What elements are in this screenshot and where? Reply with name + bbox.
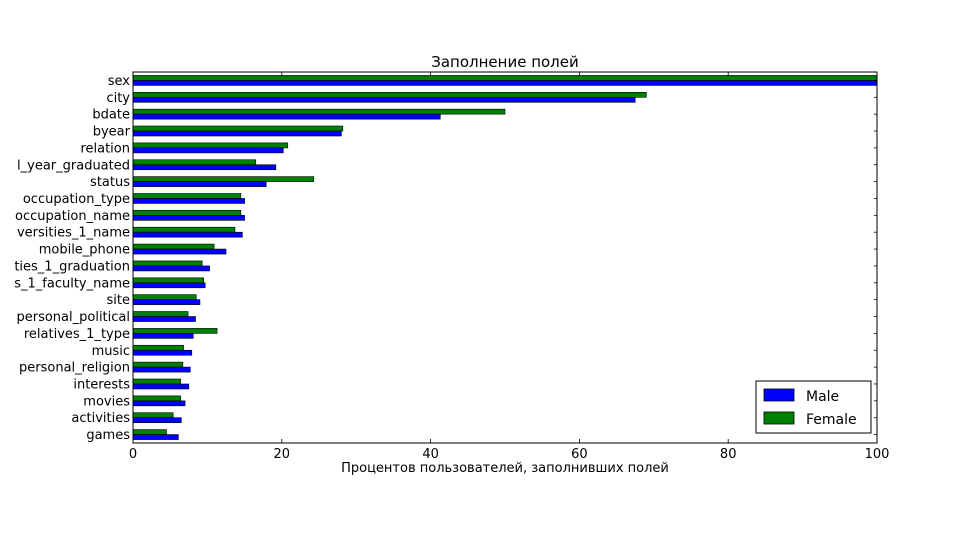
legend-label-female: Female <box>806 412 857 428</box>
bar-male-music <box>132 349 193 356</box>
category-label: mobile_phone <box>39 243 130 258</box>
bar-male-versities_1_name <box>132 231 243 238</box>
category-label: l_year_graduated <box>17 158 130 173</box>
bar-male-games <box>132 434 179 440</box>
bar-female-s_1_faculty_name <box>132 277 204 284</box>
bar-female-movies <box>132 395 181 402</box>
category-label: city <box>106 91 130 106</box>
bar-male-ties_1_graduation <box>132 265 210 272</box>
category-label: versities_1_name <box>17 226 130 241</box>
category-label: relatives_1_type <box>24 327 130 342</box>
bar-male-movies <box>132 400 186 407</box>
category-label: occupation_name <box>15 209 130 224</box>
category-label: games <box>86 428 130 443</box>
bar-female-music <box>132 344 184 351</box>
legend-swatch-female <box>763 411 795 425</box>
bar-female-games <box>132 429 167 435</box>
bar-female-personal_religion <box>132 361 184 368</box>
bar-female-personal_political <box>132 311 189 317</box>
category-label: relation <box>80 141 130 156</box>
x-tick-label: 100 <box>865 447 890 462</box>
category-label: bdate <box>92 108 130 123</box>
bar-male-sex <box>132 80 878 86</box>
bar-male-s_1_faculty_name <box>132 282 206 289</box>
bar-female-occupation_name <box>132 210 242 216</box>
category-label: status <box>90 175 130 190</box>
bar-female-l_year_graduated <box>132 159 257 166</box>
bar-female-city <box>132 92 647 98</box>
category-label: sex <box>108 74 131 89</box>
bar-male-personal_religion <box>132 366 191 373</box>
bar-female-occupation_type <box>132 193 242 199</box>
category-label: s_1_faculty_name <box>14 276 130 291</box>
category-label: occupation_type <box>23 192 130 207</box>
bar-male-occupation_name <box>132 215 245 221</box>
category-label: movies <box>83 394 130 409</box>
category-label: byear <box>93 125 131 140</box>
bar-female-versities_1_name <box>132 226 236 233</box>
category-label: site <box>107 293 130 308</box>
bar-male-status <box>132 181 267 187</box>
bar-female-mobile_phone <box>132 243 215 250</box>
x-tick-label: 40 <box>422 447 439 462</box>
bar-male-city <box>132 97 636 103</box>
bar-female-status <box>132 176 315 182</box>
bar-female-relation <box>132 142 289 149</box>
bar-female-activities <box>132 412 174 419</box>
bar-male-relatives_1_type <box>132 333 194 339</box>
legend-label-male: Male <box>806 389 839 405</box>
bar-male-site <box>132 299 201 305</box>
x-tick-label: 20 <box>274 447 291 462</box>
bar-male-l_year_graduated <box>132 164 277 171</box>
bar-female-site <box>132 294 197 300</box>
legend: Male Female <box>755 380 872 434</box>
category-label: personal_political <box>16 310 130 325</box>
bar-female-interests <box>132 378 181 385</box>
bar-male-activities <box>132 417 182 424</box>
category-label: interests <box>73 377 130 392</box>
bar-male-personal_political <box>132 316 196 322</box>
bar-female-sex <box>132 75 878 81</box>
x-axis-ticks: 0 20 40 60 80 100 <box>129 72 890 462</box>
x-axis-label: Процентов пользователей, заполнивших пол… <box>341 461 669 476</box>
plot-frame <box>132 71 878 444</box>
bar-female-bdate <box>132 108 506 115</box>
legend-swatch-male <box>763 388 795 402</box>
bar-male-occupation_type <box>132 198 245 204</box>
bar-male-byear <box>132 130 342 137</box>
x-tick-label: 80 <box>720 447 737 462</box>
bar-female-byear <box>132 125 344 132</box>
bar-male-relation <box>132 147 284 154</box>
x-tick-label: 0 <box>129 447 137 462</box>
bar-male-mobile_phone <box>132 248 227 255</box>
category-label: ties_1_graduation <box>14 259 130 274</box>
bar-female-ties_1_graduation <box>132 260 203 267</box>
bar-male-bdate <box>132 113 441 120</box>
category-label: music <box>92 344 130 359</box>
x-tick-label: 60 <box>571 447 588 462</box>
bar-female-relatives_1_type <box>132 328 218 334</box>
category-label: activities <box>71 411 130 426</box>
chart-title: Заполнение полей <box>431 53 579 71</box>
bars-layer <box>132 75 878 440</box>
bar-male-interests <box>132 383 190 390</box>
category-label: personal_religion <box>19 361 130 376</box>
